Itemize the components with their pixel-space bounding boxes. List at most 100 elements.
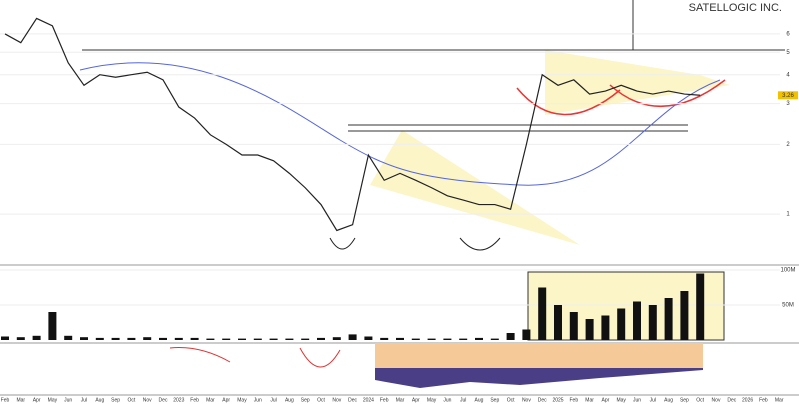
triangle: [545, 50, 730, 115]
volume-bar: [301, 338, 310, 340]
x-tick-label: Jul: [270, 397, 276, 403]
volume-bar: [569, 312, 578, 340]
x-tick-label: Feb: [380, 397, 389, 403]
x-tick-label: Mar: [206, 397, 215, 403]
x-tick-label: Aug: [664, 397, 673, 403]
x-tick-label: Apr: [222, 397, 230, 403]
volume-bar: [506, 333, 515, 340]
volume-bar: [48, 312, 57, 340]
volume-bar: [174, 337, 183, 340]
volume-bar: [80, 337, 88, 340]
x-tick-label: Sep: [680, 397, 689, 403]
x-tick-label: Mar: [396, 397, 405, 403]
volume-bar: [664, 298, 673, 340]
indicator-band: [375, 343, 703, 368]
x-tick-label: Jun: [64, 397, 72, 403]
x-tick-label: Oct: [317, 397, 325, 403]
volume-bar: [475, 337, 483, 340]
volume-bar: [16, 337, 25, 340]
x-tick-label: Apr: [412, 397, 420, 403]
x-tick-label: 2025: [552, 397, 563, 403]
x-tick-label: May: [616, 397, 626, 403]
x-tick-label: Oct: [696, 397, 704, 403]
y-tick-label: 3: [786, 101, 790, 107]
volume-bar: [380, 337, 389, 340]
x-tick-label: Dec: [348, 397, 357, 403]
volume-bar: [111, 337, 120, 340]
x-tick-label: Feb: [1, 397, 10, 403]
last-price-label: 3.26: [782, 93, 794, 99]
x-tick-label: Mar: [585, 397, 594, 403]
volume-bar: [648, 305, 657, 340]
arc: [329, 237, 356, 250]
y-tick-label: 100M: [780, 268, 795, 274]
y-tick-label: 5: [786, 50, 790, 56]
volume-bar: [1, 336, 9, 340]
x-tick-label: Oct: [507, 397, 515, 403]
indicator-area: [375, 368, 703, 388]
last-price-box: [778, 91, 798, 100]
volume-bar: [601, 315, 610, 340]
x-tick-label: May: [237, 397, 247, 403]
volume-bar: [585, 319, 594, 340]
x-tick-label: Jun: [633, 397, 641, 403]
arc: [609, 79, 726, 107]
indicator-line: [169, 347, 341, 368]
x-tick-label: Nov: [712, 397, 721, 403]
x-tick-label: Apr: [602, 397, 610, 403]
x-tick-label: Jul: [650, 397, 656, 403]
volume-bar: [222, 338, 231, 340]
volume-bar: [617, 308, 626, 340]
x-tick-label: Aug: [285, 397, 294, 403]
volume-bar: [364, 336, 373, 340]
x-tick-label: Dec: [727, 397, 736, 403]
x-tick-label: Mar: [775, 397, 784, 403]
volume-bar: [680, 291, 689, 340]
volume-bar: [143, 337, 152, 340]
volume-bar: [190, 337, 199, 340]
x-tick-label: Jun: [443, 397, 451, 403]
volume-bar: [238, 338, 246, 340]
volume-bar: [554, 305, 562, 340]
x-tick-label: Dec: [538, 397, 547, 403]
volume-bar: [633, 301, 641, 340]
volume-bar: [332, 337, 341, 340]
x-tick-label: 2023: [173, 397, 184, 403]
x-tick-label: Mar: [16, 397, 25, 403]
y-tick-label: 50M: [782, 303, 794, 309]
chart-title: SATELLOGIC INC.: [689, 2, 782, 14]
volume-bar: [317, 337, 325, 340]
x-tick-label: Aug: [95, 397, 104, 403]
volume-bar: [411, 338, 420, 340]
x-tick-label: Jul: [460, 397, 466, 403]
volume-bar: [253, 338, 262, 340]
y-tick-label: 6: [786, 32, 790, 38]
volume-bar: [269, 338, 278, 340]
x-tick-label: 2026: [742, 397, 753, 403]
x-tick-label: Jul: [81, 397, 87, 403]
x-tick-label: Nov: [332, 397, 341, 403]
x-tick-label: Feb: [759, 397, 768, 403]
x-tick-label: Sep: [301, 397, 310, 403]
moving-average: [79, 62, 721, 186]
x-tick-label: Nov: [143, 397, 152, 403]
volume-bar: [443, 338, 452, 340]
volume-bar: [396, 337, 404, 340]
x-tick-label: Sep: [490, 397, 499, 403]
x-tick-label: Sep: [111, 397, 120, 403]
x-tick-label: Dec: [159, 397, 168, 403]
x-tick-label: Feb: [569, 397, 578, 403]
volume-bar: [127, 337, 136, 340]
arc: [516, 87, 621, 116]
volume-bar: [427, 338, 436, 340]
x-tick-label: Apr: [33, 397, 41, 403]
volume-bar: [32, 335, 41, 340]
volume-bar: [538, 287, 547, 340]
y-tick-label: 4: [786, 72, 790, 78]
volume-bar: [348, 334, 357, 340]
y-tick-label: 2: [786, 142, 790, 148]
x-tick-label: 2024: [363, 397, 374, 403]
x-tick-label: Jun: [254, 397, 262, 403]
x-tick-label: Feb: [190, 397, 199, 403]
